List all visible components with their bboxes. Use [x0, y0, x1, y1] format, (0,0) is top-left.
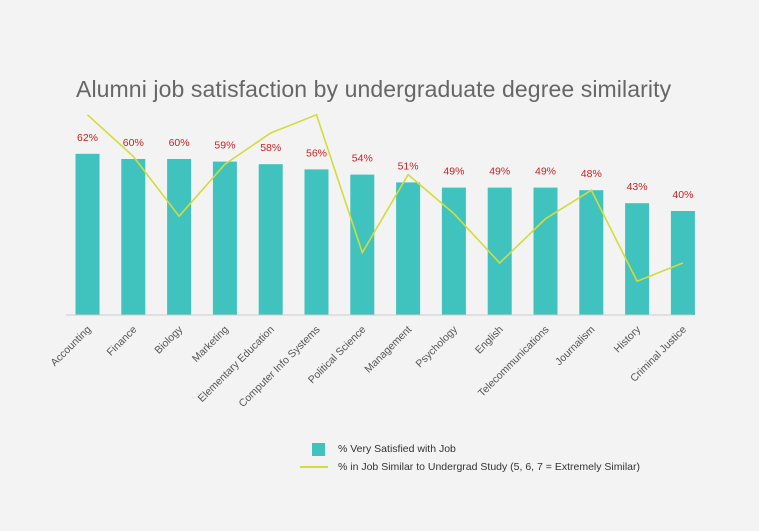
data-label-telecommunications: 49%: [535, 166, 556, 178]
bar-accounting: [75, 153, 100, 315]
x-tick-history: History: [612, 323, 644, 355]
data-label-psychology: 49%: [443, 166, 464, 178]
data-label-history: 43%: [627, 181, 648, 193]
legend-item-similar: % in Job Similar to Undergrad Study (5, …: [300, 459, 640, 475]
data-label-marketing: 59%: [214, 140, 235, 152]
data-label-elementary-education: 58%: [260, 142, 281, 154]
legend-item-satisfied: % Very Satisfied with Job: [312, 441, 640, 457]
bar-management: [396, 182, 421, 315]
x-tick-computer-info-systems: Computer Info Systems: [237, 324, 323, 410]
legend: % Very Satisfied with Job % in Job Simil…: [300, 441, 640, 477]
bar-history: [625, 203, 650, 315]
bar-marketing: [212, 161, 237, 315]
legend-label-satisfied: % Very Satisfied with Job: [338, 443, 456, 455]
x-tick-psychology: Psychology: [414, 323, 461, 370]
x-tick-biology: Biology: [152, 323, 185, 356]
x-tick-labels-group: Accounting Finance Biology MarketingElement…: [48, 323, 689, 410]
data-label-english: 49%: [489, 166, 510, 178]
bar-computer-info-systems: [304, 169, 329, 315]
x-tick-journalism: Journalism: [553, 323, 598, 368]
similar-series-line: [86, 113, 684, 283]
bar-journalism: [579, 190, 604, 315]
x-tick-finance: Finance: [105, 324, 140, 359]
bar-political-science: [350, 174, 375, 315]
data-label-finance: 60%: [123, 137, 144, 149]
bar-biology: [167, 159, 192, 315]
data-label-computer-info-systems: 56%: [306, 147, 327, 159]
data-labels-group: 62% 60% 60% 59% 58% 56% 54% 51% 49% 49% 49% 48% 43% 4…: [77, 132, 693, 201]
data-label-accounting: 62%: [77, 132, 98, 144]
data-label-political-science: 54%: [352, 153, 373, 165]
data-label-journalism: 48%: [581, 168, 602, 180]
data-label-management: 51%: [398, 160, 419, 172]
bars-group: [75, 153, 695, 315]
data-label-criminal-justice: 40%: [672, 189, 693, 201]
bar-psychology: [441, 187, 466, 315]
x-tick-elementary-education: Elementary Education: [196, 324, 277, 405]
bar-english: [487, 187, 512, 315]
legend-label-similar: % in Job Similar to Undergrad Study (5, …: [338, 461, 640, 473]
legend-swatch-similar: [300, 466, 328, 468]
legend-swatch-satisfied: [312, 442, 325, 456]
x-tick-accounting: Accounting: [48, 324, 93, 369]
bar-finance: [121, 159, 146, 315]
data-label-biology: 60%: [169, 137, 190, 149]
x-tick-marketing: Marketing: [190, 324, 231, 365]
x-tick-management: Management: [362, 324, 414, 376]
bar-telecommunications: [533, 187, 558, 315]
x-tick-english: English: [473, 324, 506, 357]
chart-title: Alumni job satisfaction by undergraduate…: [76, 76, 672, 102]
bar-elementary-education: [258, 164, 283, 315]
